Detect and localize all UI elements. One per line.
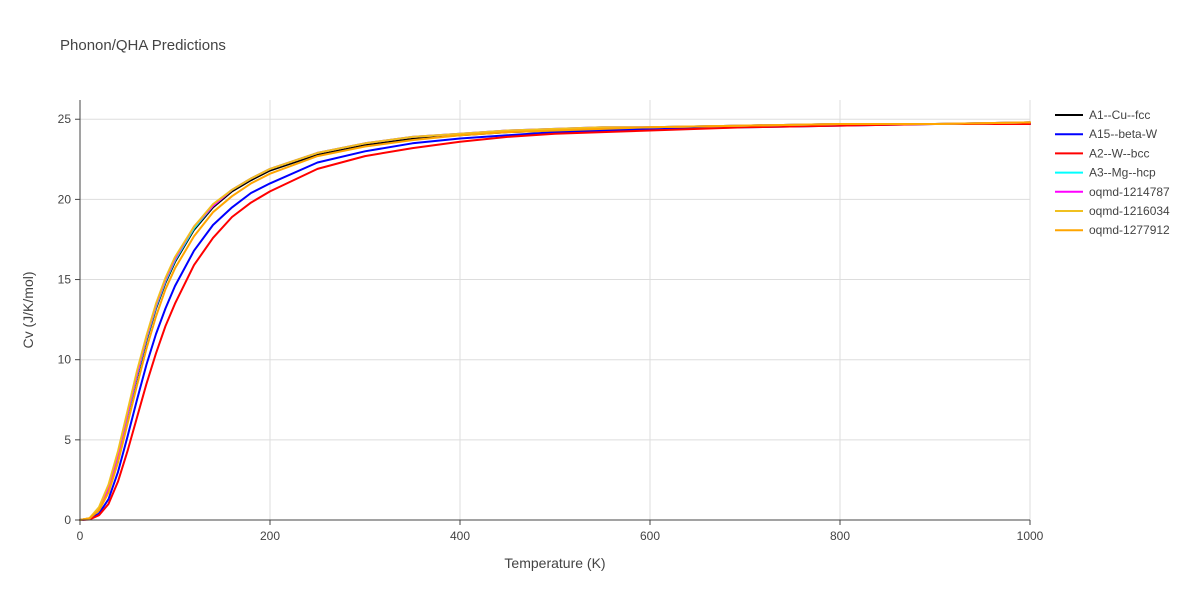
chart-title: Phonon/QHA Predictions <box>60 37 226 54</box>
y-axis-title: Cv (J/K/mol) <box>20 272 36 349</box>
legend-label: oqmd-1277912 <box>1089 223 1170 237</box>
series-line-oqmd-1277912 <box>79 121 1031 521</box>
grid <box>80 100 1031 520</box>
y-tick-label: 15 <box>58 273 72 287</box>
series-line-A2--W--bcc <box>79 123 1031 521</box>
x-tick-label: 600 <box>640 529 660 543</box>
legend-label: oqmd-1214787 <box>1089 185 1170 199</box>
x-tick-label: 1000 <box>1017 529 1044 543</box>
y-tick-label: 20 <box>58 192 72 206</box>
legend-item[interactable]: oqmd-1216034 <box>1055 204 1170 218</box>
legend-label: A3--Mg--hcp <box>1089 166 1156 180</box>
legend-item[interactable]: A2--W--bcc <box>1055 146 1149 160</box>
legend-label: A1--Cu--fcc <box>1089 108 1150 122</box>
series-line-A3--Mg--hcp <box>79 121 1031 521</box>
y-axis-ticks: 0 5 10 15 20 25 <box>58 112 80 527</box>
plot-area <box>79 121 1031 521</box>
series-line-A15--beta-W <box>79 123 1031 521</box>
y-tick-label: 10 <box>58 353 72 367</box>
series-line-A1--Cu--fcc <box>79 121 1031 521</box>
x-tick-label: 200 <box>260 529 280 543</box>
y-tick-label: 5 <box>64 433 71 447</box>
legend-label: A2--W--bcc <box>1089 146 1149 160</box>
x-axis-title: Temperature (K) <box>504 555 605 571</box>
legend-item[interactable]: A1--Cu--fcc <box>1055 108 1150 122</box>
legend-label: oqmd-1216034 <box>1089 204 1170 218</box>
y-tick-label: 0 <box>64 513 71 527</box>
legend[interactable]: A1--Cu--fcc A15--beta-W A2--W--bcc A3--Mg--… <box>1055 108 1170 237</box>
x-tick-label: 800 <box>830 529 850 543</box>
series-line-oqmd-1216034 <box>79 121 1031 521</box>
legend-item[interactable]: A15--beta-W <box>1055 127 1158 141</box>
series-line-oqmd-1214787 <box>79 121 1031 521</box>
x-tick-label: 400 <box>450 529 470 543</box>
legend-label: A15--beta-W <box>1089 127 1158 141</box>
y-tick-label: 25 <box>58 112 72 126</box>
x-axis-ticks: 0 200 400 600 800 1000 <box>77 520 1044 543</box>
legend-item[interactable]: A3--Mg--hcp <box>1055 166 1156 180</box>
x-tick-label: 0 <box>77 529 84 543</box>
legend-item[interactable]: oqmd-1277912 <box>1055 223 1170 237</box>
legend-item[interactable]: oqmd-1214787 <box>1055 185 1170 199</box>
